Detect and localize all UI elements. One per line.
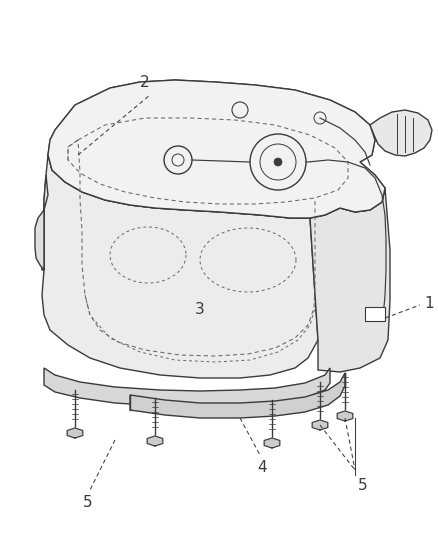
Polygon shape bbox=[130, 373, 345, 418]
Polygon shape bbox=[35, 210, 44, 270]
Polygon shape bbox=[42, 155, 318, 378]
Polygon shape bbox=[312, 420, 328, 430]
FancyBboxPatch shape bbox=[365, 307, 385, 321]
Polygon shape bbox=[40, 175, 48, 270]
Polygon shape bbox=[48, 80, 385, 218]
Polygon shape bbox=[264, 438, 280, 448]
Text: 2: 2 bbox=[140, 75, 150, 90]
Polygon shape bbox=[337, 411, 353, 421]
Polygon shape bbox=[44, 368, 330, 407]
Polygon shape bbox=[310, 188, 390, 372]
Polygon shape bbox=[67, 428, 83, 438]
Text: 4: 4 bbox=[257, 460, 267, 475]
Text: 5: 5 bbox=[358, 478, 367, 493]
Polygon shape bbox=[370, 110, 432, 156]
Polygon shape bbox=[48, 80, 385, 218]
Polygon shape bbox=[147, 436, 163, 446]
Circle shape bbox=[274, 158, 282, 166]
Text: 1: 1 bbox=[424, 295, 434, 311]
Text: 5: 5 bbox=[83, 495, 93, 510]
Text: 3: 3 bbox=[195, 303, 205, 318]
